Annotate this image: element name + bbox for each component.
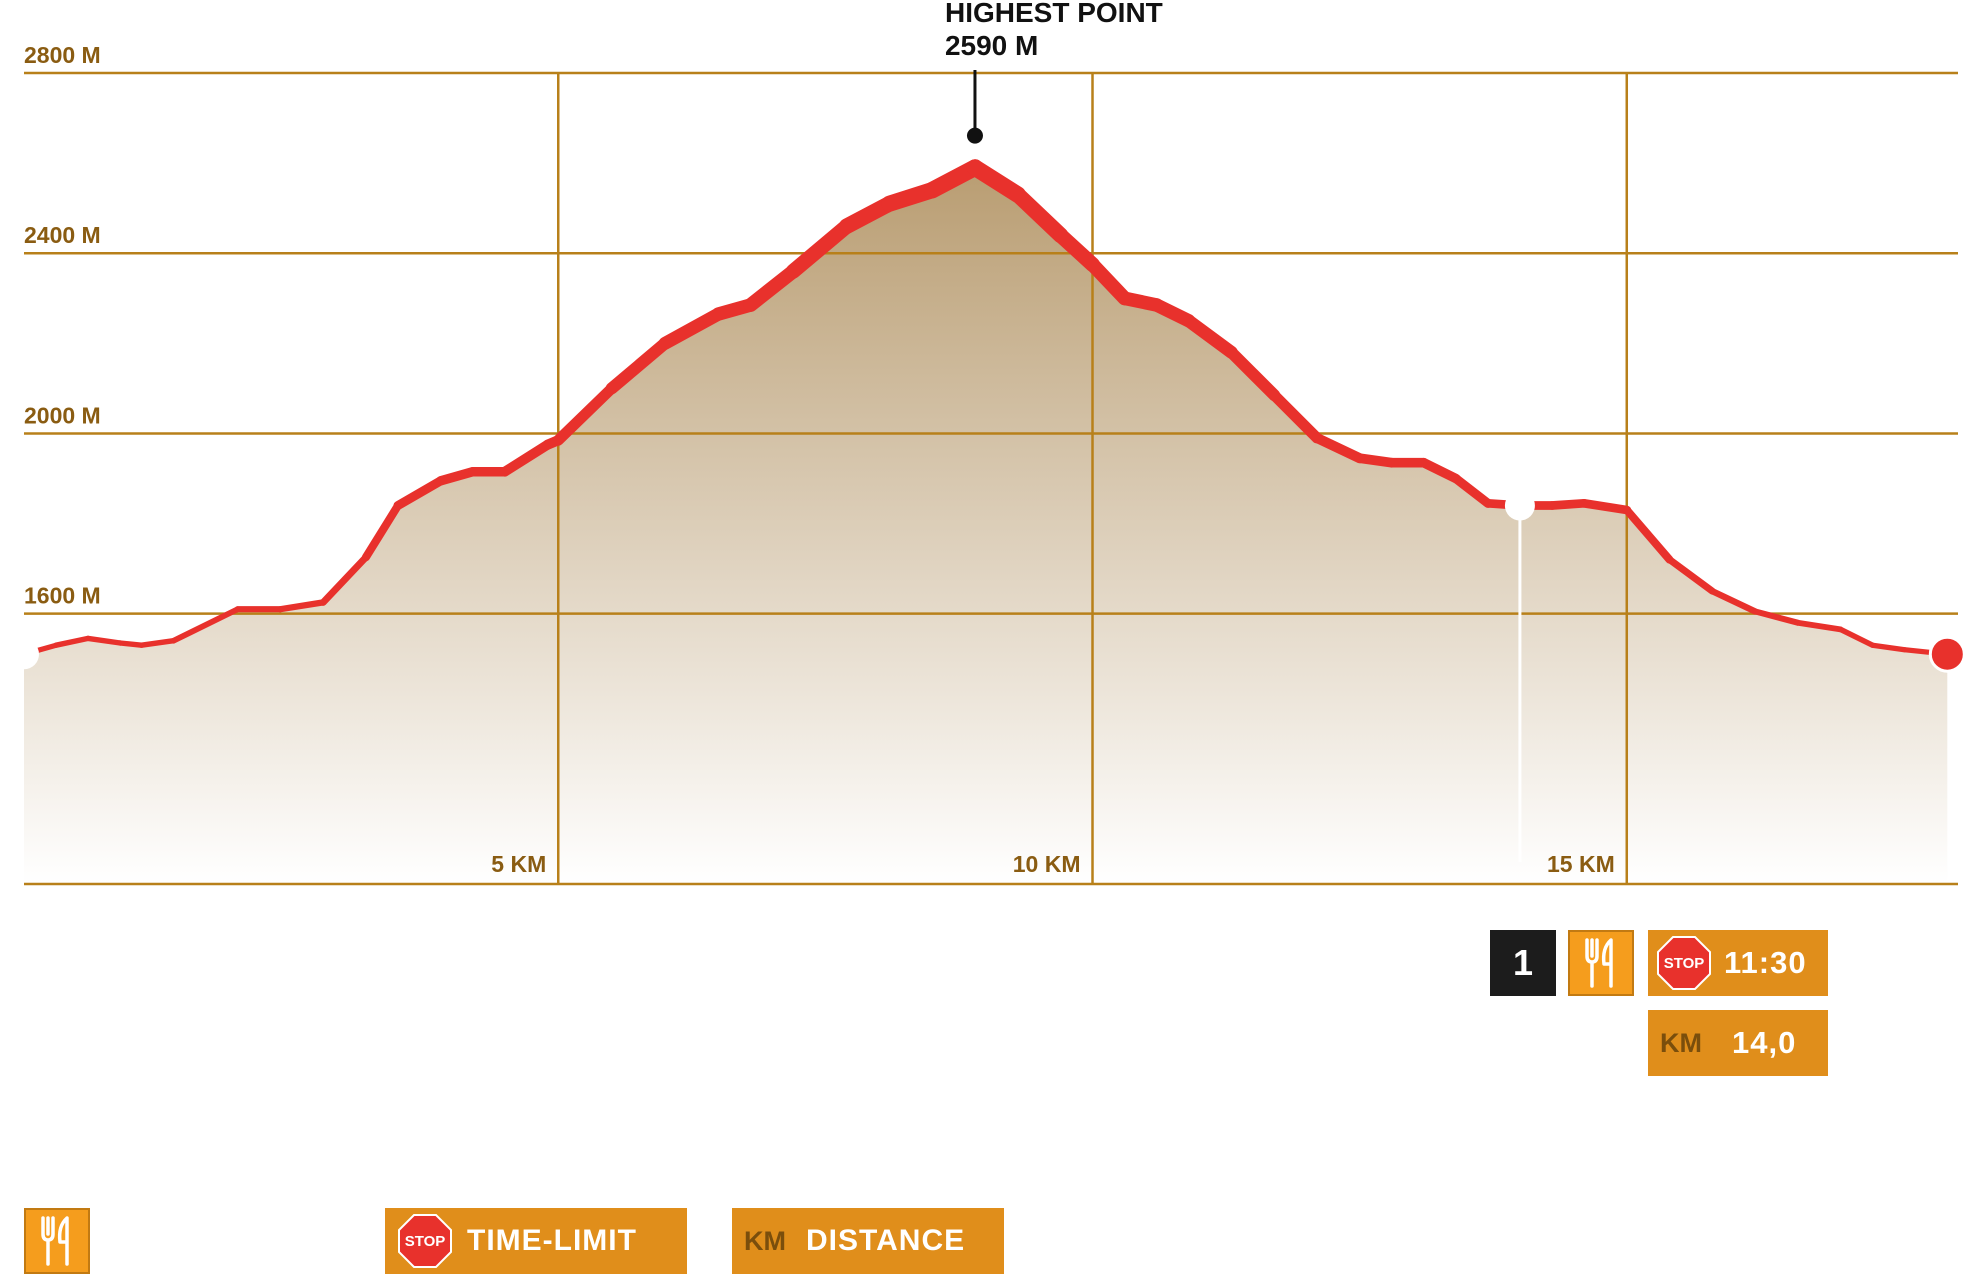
x-tick-label: 5 KM: [491, 851, 546, 877]
fork-knife-icon: [37, 1216, 77, 1266]
profile-segment: [117, 640, 145, 648]
y-tick-label: 2000 M: [24, 402, 101, 428]
profile-segment: [1311, 432, 1365, 464]
profile-segment: [361, 501, 403, 562]
stop-sign-text: STOP: [1664, 955, 1705, 972]
profile-segment: [393, 476, 446, 510]
profile-segment: [85, 635, 123, 646]
legend-distance-box: KM DISTANCE: [732, 1208, 1004, 1274]
profile-segment: [1268, 389, 1323, 444]
peak-annotation-title: HIGHEST POINT: [945, 0, 1163, 28]
profile-segment: [1579, 498, 1632, 515]
finish-marker: [1928, 635, 1966, 673]
profile-segment: [966, 159, 1027, 203]
stop-sign-icon: STOP: [397, 1213, 453, 1269]
profile-segment: [1418, 457, 1461, 484]
legend-time-limit-label: TIME-LIMIT: [467, 1224, 637, 1257]
checkpoint-time-limit-box: STOP 11:30: [1648, 930, 1828, 996]
profile-segment: [785, 218, 855, 279]
stop-sign-icon: STOP: [1656, 935, 1712, 991]
profile-segment: [1869, 642, 1908, 653]
profile-segment: [277, 599, 327, 613]
checkpoint-food-box: [1568, 930, 1634, 996]
elevation-area: [24, 167, 1948, 885]
profile-segment: [138, 638, 177, 648]
checkpoint-km-label: KM: [1660, 1027, 1702, 1058]
profile-segment: [499, 439, 553, 477]
checkpoint-number: 1: [1512, 942, 1534, 983]
profile-segment: [1009, 186, 1069, 244]
profile-segment: [53, 635, 91, 648]
profile-segment: [1666, 556, 1716, 595]
profile-segment: [1794, 619, 1844, 633]
profile-segment: [658, 307, 725, 350]
profile-segment: [743, 264, 801, 312]
profile-segment: [1354, 453, 1397, 468]
legend-food-box: [24, 1208, 90, 1274]
checkpoint-number-box: 1: [1490, 930, 1556, 996]
stop-sign-text: STOP: [405, 1233, 446, 1250]
checkpoint-time-limit: 11:30: [1724, 945, 1807, 980]
checkpoint-distance-box: KM 14,0: [1648, 1010, 1828, 1076]
legend-time-limit-box: STOP TIME-LIMIT: [385, 1208, 687, 1274]
checkpoint-km-value: 14,0: [1732, 1025, 1797, 1060]
start-marker: [9, 639, 39, 670]
legend-distance-label: DISTANCE: [806, 1224, 966, 1257]
profile-segment: [1085, 257, 1132, 306]
profile-segment: [1708, 587, 1759, 615]
y-tick-label: 2400 M: [24, 222, 101, 248]
profile-segment: [1225, 346, 1281, 402]
x-tick-label: 10 KM: [1013, 851, 1081, 877]
peak-annotation-value: 2590 M: [945, 30, 1038, 61]
legend-km-label: KM: [744, 1225, 786, 1256]
checkpoint-marker: [1504, 490, 1535, 521]
profile-segment: [170, 606, 241, 644]
profile-segment: [1752, 608, 1801, 626]
profile-segment: [1451, 473, 1493, 508]
profile-segment: [436, 467, 478, 486]
profile-segment: [1547, 498, 1589, 510]
profile-segment: [1622, 506, 1674, 564]
profile-segment: [1053, 227, 1100, 272]
profile-segment: [319, 553, 370, 606]
y-tick-label: 1600 M: [24, 583, 101, 609]
profile-segment: [605, 337, 672, 395]
x-tick-label: 15 KM: [1547, 851, 1615, 877]
peak-pointer-dot: [966, 127, 983, 144]
y-tick-label: 2800 M: [24, 42, 101, 68]
profile-segment: [1182, 314, 1238, 359]
fork-knife-icon: [1581, 938, 1621, 988]
profile-segment: [552, 382, 618, 446]
profile-segment: [1837, 626, 1876, 648]
